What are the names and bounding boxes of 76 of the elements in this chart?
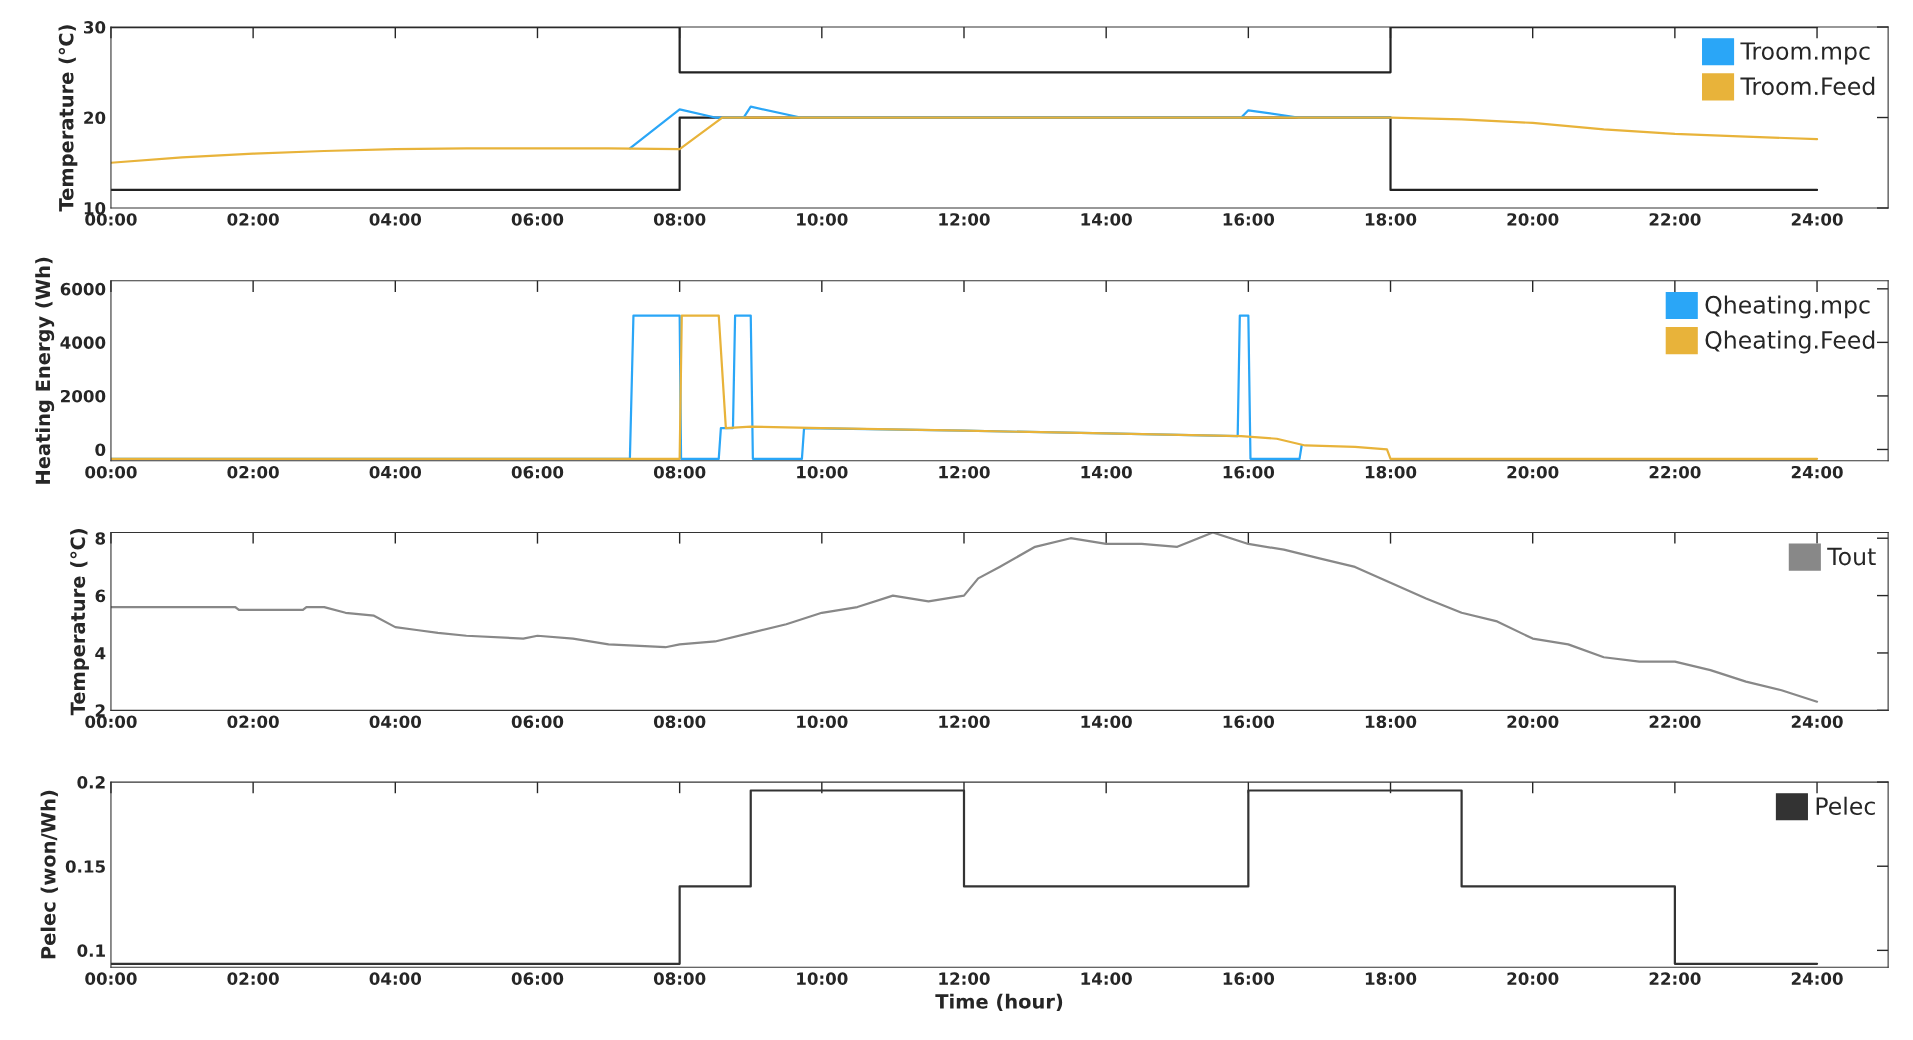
x-tick-label: 10:00 <box>797 972 848 985</box>
x-tick-label: 22:00 <box>1649 715 1701 729</box>
x-tick-label: 06:00 <box>511 213 564 226</box>
legend-label: Troom.Feed <box>1740 76 1875 96</box>
legend-label: Qheating.mpc <box>1705 295 1870 319</box>
x-tick-label: 24:00 <box>1791 715 1843 729</box>
y-tick-label: 20 <box>84 111 106 125</box>
x-tick-label: 12:00 <box>939 715 990 729</box>
y-axis-title: Pelec (won/Wh) <box>40 790 58 959</box>
y-tick-label: 0.1 <box>77 944 105 957</box>
x-tick-label: 16:00 <box>1223 465 1275 479</box>
y-tick-label: 0.15 <box>65 860 105 873</box>
y-tick-label: 6 <box>95 589 106 603</box>
y-tick-label: 8 <box>95 532 106 545</box>
x-tick-label: 08:00 <box>653 213 706 226</box>
x-tick-label: 00:00 <box>85 465 137 479</box>
y-tick-label: 2000 <box>61 389 106 403</box>
x-tick-label: 00:00 <box>85 972 137 985</box>
x-tick-label: 18:00 <box>1365 972 1417 985</box>
x-tick-label: 04:00 <box>369 213 422 226</box>
legend-label: Troom.mpc <box>1740 42 1870 65</box>
legend-label: Tout <box>1827 547 1876 566</box>
x-tick-label: 04:00 <box>369 972 422 985</box>
x-tick-label: 22:00 <box>1649 213 1701 226</box>
x-tick-label: 02:00 <box>227 213 279 226</box>
x-tick-label: 18:00 <box>1365 213 1417 226</box>
x-tick-label: 24:00 <box>1791 465 1843 479</box>
x-tick-label: 04:00 <box>369 465 422 479</box>
x-tick-label: 06:00 <box>511 465 564 479</box>
y-axis-title: Temperature (℃) <box>58 25 78 212</box>
x-tick-label: 14:00 <box>1081 715 1132 729</box>
x-tick-label: 02:00 <box>227 465 279 479</box>
legend-label: Qheating.Feed <box>1705 330 1875 354</box>
x-tick-label: 14:00 <box>1081 465 1132 479</box>
x-tick-label: 02:00 <box>227 715 279 729</box>
x-tick-label: 08:00 <box>653 715 706 729</box>
x-tick-label: 14:00 <box>1081 213 1132 226</box>
x-tick-label: 22:00 <box>1649 465 1701 479</box>
x-tick-label: 16:00 <box>1223 972 1275 985</box>
y-tick-label: 10 <box>84 201 106 215</box>
y-tick-label: 0 <box>95 443 106 457</box>
x-axis-title: Time (hour) <box>935 993 1063 1012</box>
x-tick-label: 08:00 <box>653 465 706 479</box>
x-tick-label: 14:00 <box>1081 972 1132 985</box>
x-tick-label: 10:00 <box>797 465 848 479</box>
y-tick-label: 30 <box>84 21 106 34</box>
x-tick-label: 12:00 <box>939 213 990 226</box>
x-tick-label: 20:00 <box>1507 972 1559 985</box>
x-tick-label: 22:00 <box>1649 972 1701 985</box>
x-tick-label: 00:00 <box>85 715 137 729</box>
x-tick-label: 04:00 <box>369 715 422 729</box>
x-tick-label: 12:00 <box>939 465 990 479</box>
y-axis-title: Heating Energy (Wh) <box>35 257 55 484</box>
x-tick-label: 18:00 <box>1365 715 1417 729</box>
y-tick-label: 0.2 <box>77 776 105 789</box>
x-tick-label: 10:00 <box>797 715 848 729</box>
x-tick-label: 24:00 <box>1791 972 1843 985</box>
x-tick-label: 02:00 <box>227 972 279 985</box>
x-tick-label: 12:00 <box>939 972 990 985</box>
x-tick-label: 20:00 <box>1507 465 1559 479</box>
x-tick-label: 24:00 <box>1791 213 1843 226</box>
x-tick-label: 06:00 <box>511 972 564 985</box>
x-tick-label: 18:00 <box>1365 465 1417 479</box>
x-tick-label: 16:00 <box>1223 715 1275 729</box>
y-tick-label: 4 <box>95 647 106 660</box>
x-tick-label: 16:00 <box>1223 213 1275 226</box>
y-tick-label: 4000 <box>60 336 106 349</box>
x-tick-label: 20:00 <box>1507 715 1559 729</box>
x-tick-label: 06:00 <box>511 715 564 729</box>
x-tick-label: 08:00 <box>653 972 706 985</box>
x-tick-label: 10:00 <box>797 213 848 226</box>
x-tick-label: 20:00 <box>1507 213 1559 226</box>
y-axis-title: Temperature (℃) <box>70 529 89 716</box>
legend-label: Pelec <box>1816 796 1875 815</box>
x-tick-label: 00:00 <box>85 213 137 226</box>
y-tick-label: 6000 <box>60 282 106 296</box>
